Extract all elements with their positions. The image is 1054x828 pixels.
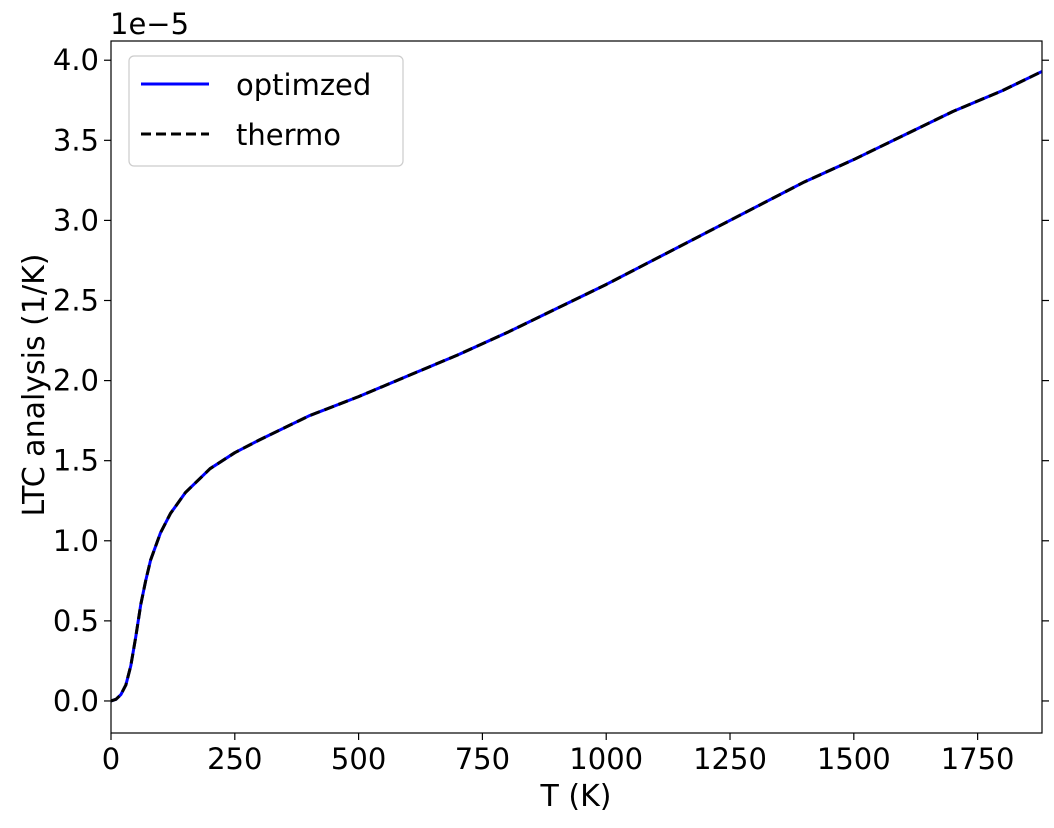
- legend-label-thermo: thermo: [236, 118, 341, 152]
- plot-frame: [110, 40, 1043, 734]
- y-tick-label: 2.0: [53, 364, 99, 398]
- y-tick-label: 0.0: [53, 684, 99, 718]
- x-tick-label: 1500: [817, 742, 891, 776]
- x-axis-label: T (K): [540, 779, 612, 814]
- series-layer: [110, 70, 1043, 703]
- y-tick-label: 1.5: [53, 444, 99, 478]
- y-tick-label: 4.0: [53, 43, 99, 77]
- y-tick-label: 2.5: [53, 284, 99, 318]
- x-tick-label: 250: [207, 742, 262, 776]
- x-tick-label: 1000: [569, 742, 643, 776]
- y-tick-label: 3.0: [53, 203, 99, 237]
- x-tick-label: 500: [331, 742, 386, 776]
- y-offset-label: 1e−5: [110, 7, 189, 41]
- x-tick-label: 1750: [941, 742, 1015, 776]
- x-tick-label: 750: [455, 742, 510, 776]
- y-axis-label: LTC analysis (1/K): [17, 254, 52, 517]
- legend: optimzed thermo: [128, 55, 404, 167]
- series-line-thermo: [110, 70, 1043, 703]
- x-tick-label: 0: [102, 742, 120, 776]
- y-tick-label: 3.5: [53, 123, 99, 157]
- x-tick-label: 1250: [693, 742, 767, 776]
- y-tick-label: 0.5: [53, 604, 99, 638]
- y-tick-label: 1.0: [53, 524, 99, 558]
- legend-label-optimzed: optimzed: [236, 68, 371, 102]
- ticks-layer: 0 250 500 750 1000 1250 1500 1750 0.0 0.5 1.0 1.5 2.…: [53, 43, 1049, 776]
